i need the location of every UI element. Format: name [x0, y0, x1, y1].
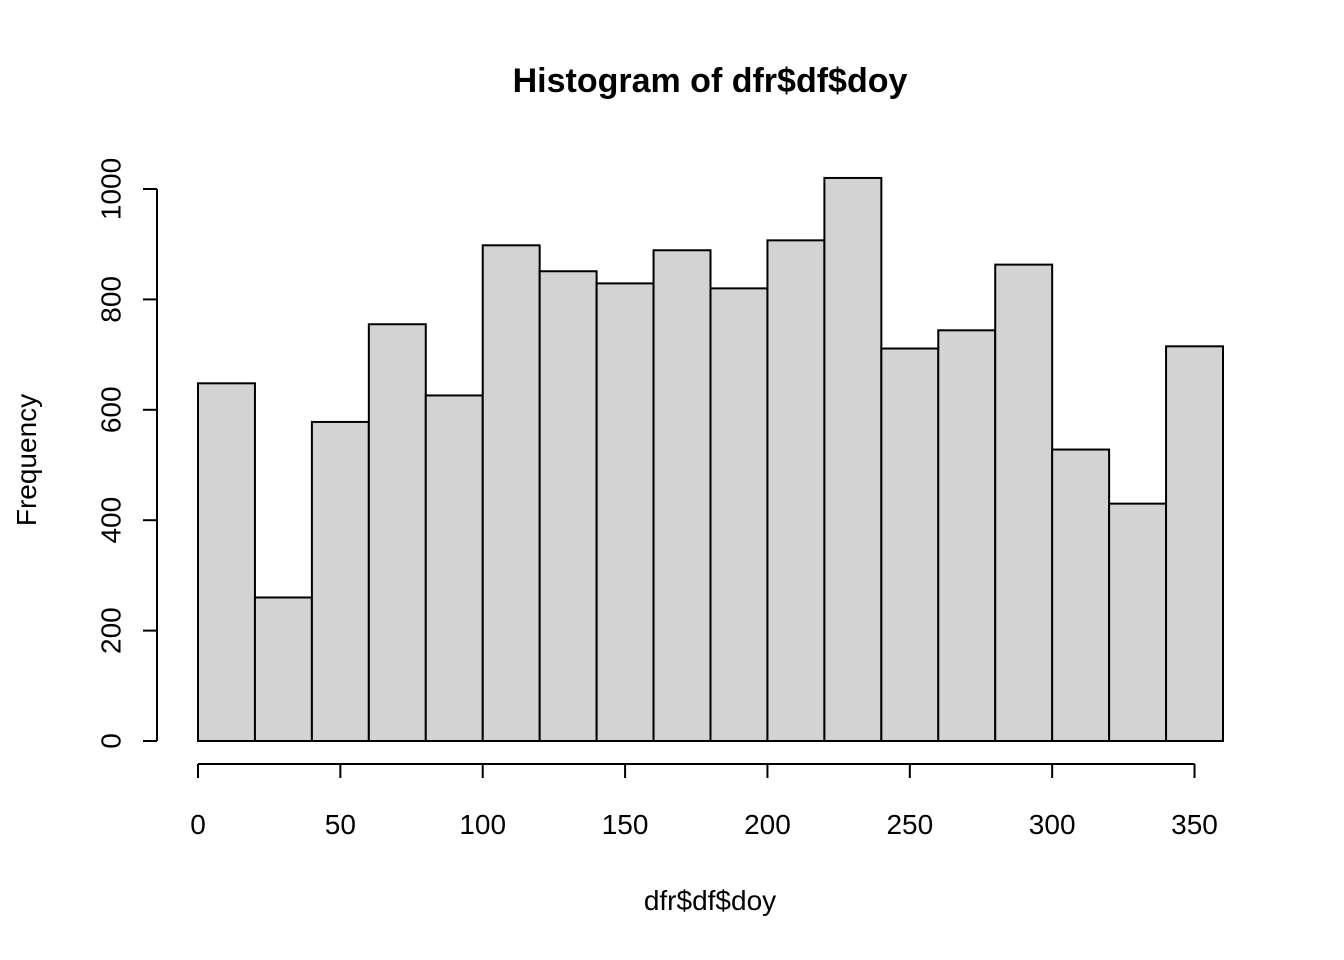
bars — [197, 176, 1224, 743]
y-tick-label: 0 — [96, 733, 127, 749]
histogram-bar — [595, 282, 655, 742]
histogram-bar — [823, 176, 883, 742]
y-tick-label: 600 — [96, 386, 127, 433]
y-axis: 0 200 400 600 800 1000 — [96, 158, 158, 749]
histogram-bar — [197, 382, 256, 742]
histogram-bar — [994, 263, 1054, 742]
chart-title: Histogram of dfr$df$doy — [513, 62, 908, 100]
x-tick-label: 250 — [886, 809, 933, 840]
x-axis-label: dfr$df$doy — [644, 885, 776, 916]
x-tick-label: 350 — [1171, 809, 1218, 840]
y-axis-label: Frequency — [11, 394, 42, 526]
histogram-bar — [538, 270, 598, 742]
x-axis: 0 50 100 150 200 250 300 350 — [190, 763, 1218, 840]
y-tick-label: 400 — [96, 497, 127, 544]
histogram-bar — [652, 249, 712, 742]
histogram-bar — [1165, 345, 1224, 742]
histogram-bar — [310, 420, 370, 742]
histogram-bar — [709, 287, 769, 742]
y-tick-label: 800 — [96, 276, 127, 323]
histogram-bar — [880, 347, 940, 742]
histogram-bar — [766, 239, 826, 742]
histogram-bar — [937, 329, 997, 742]
histogram-bar — [1108, 502, 1168, 743]
y-tick-label: 200 — [96, 607, 127, 654]
histogram-bar — [1051, 448, 1111, 742]
histogram-bar — [367, 323, 427, 742]
x-tick-label: 300 — [1029, 809, 1076, 840]
x-tick-label: 150 — [602, 809, 649, 840]
x-tick-label: 200 — [744, 809, 791, 840]
histogram-bar — [424, 394, 484, 742]
histogram-bar — [481, 244, 541, 743]
x-tick-label: 0 — [190, 809, 206, 840]
histogram-bar — [253, 596, 313, 742]
x-tick-label: 100 — [459, 809, 506, 840]
x-tick-label: 50 — [325, 809, 356, 840]
y-tick-label: 1000 — [96, 158, 127, 220]
